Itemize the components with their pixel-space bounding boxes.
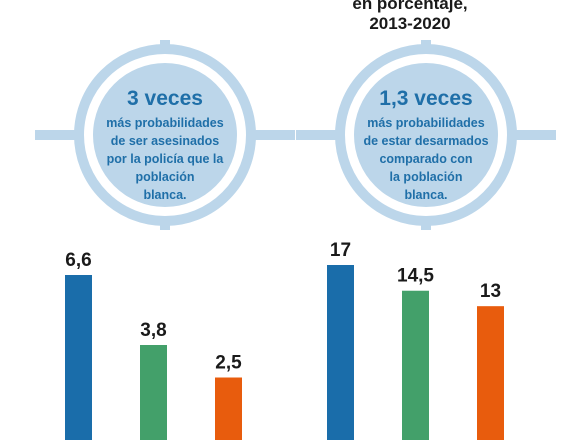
left-stat-desc-4: población [135,170,195,184]
crosshair-target-icon [296,40,556,230]
left-stat-desc-1: más probabilidades [106,116,224,130]
left-stat-desc-2: de ser asesinados [110,134,220,148]
header-line-1: en porcentaje, [352,0,468,13]
chart-header: en porcentaje, 2013-2020 [300,0,520,34]
chart2-bar-3-label: 13 [480,281,501,302]
left-stat-panel: 3 veces más probabilidades de ser asesin… [35,40,295,230]
right-stat-desc-3: comparado con [379,152,473,166]
crosshair-target-icon [35,40,295,230]
right-stat-text: 1,3 veces más probabilidades de estar de… [336,86,516,204]
right-stat-desc-4: la población [389,170,463,184]
chart1-bar-2 [140,345,167,440]
left-stat-text: 3 veces más probabilidades de ser asesin… [75,86,255,204]
chart1-bar-3 [215,377,242,440]
chart1-bar-1 [65,275,92,440]
right-stat-multiplier: 1,3 veces [379,87,473,110]
chart2-bar-1-label: 17 [330,240,351,261]
left-stat-desc-3: por la policía que la [106,152,224,166]
chart1-bar-2-label: 3,8 [140,320,166,341]
right-stat-desc-5: blanca. [404,188,448,202]
chart2-bar-3 [477,306,504,440]
chart2-bar-1 [327,265,354,440]
header-line-2: 2013-2020 [369,14,451,33]
chart2-bar-2 [402,290,429,440]
chart2-bar-2-label: 14,5 [397,266,434,287]
left-stat-multiplier: 3 veces [127,87,203,110]
right-stat-desc-2: de estar desarmados [363,134,489,148]
right-stat-desc-1: más probabilidades [367,116,485,130]
left-stat-desc-5: blanca. [143,188,187,202]
chart1-bar-1-label: 6,6 [65,250,91,271]
right-stat-panel: 1,3 veces más probabilidades de estar de… [296,40,556,230]
chart1-bar-3-label: 2,5 [215,353,242,374]
